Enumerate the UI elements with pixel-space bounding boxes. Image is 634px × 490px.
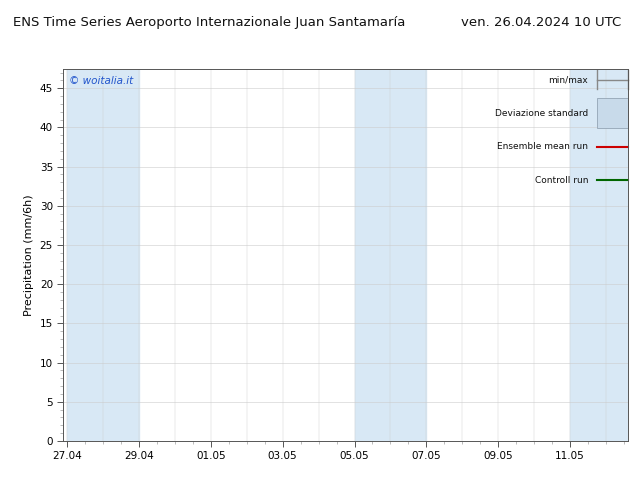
Text: © woitalia.it: © woitalia.it [69, 76, 133, 86]
Text: ven. 26.04.2024 10 UTC: ven. 26.04.2024 10 UTC [461, 16, 621, 29]
Bar [570, 69, 628, 441]
Bar [354, 69, 427, 441]
Bar [67, 69, 139, 441]
Text: ENS Time Series Aeroporto Internazionale Juan Santamaría: ENS Time Series Aeroporto Internazionale… [13, 16, 405, 29]
Text: min/max: min/max [548, 75, 588, 84]
Text: Deviazione standard: Deviazione standard [495, 109, 588, 118]
Bar [597, 98, 628, 128]
Text: Controll run: Controll run [534, 176, 588, 185]
Y-axis label: Precipitation (mm/6h): Precipitation (mm/6h) [24, 194, 34, 316]
Text: Ensemble mean run: Ensemble mean run [497, 142, 588, 151]
